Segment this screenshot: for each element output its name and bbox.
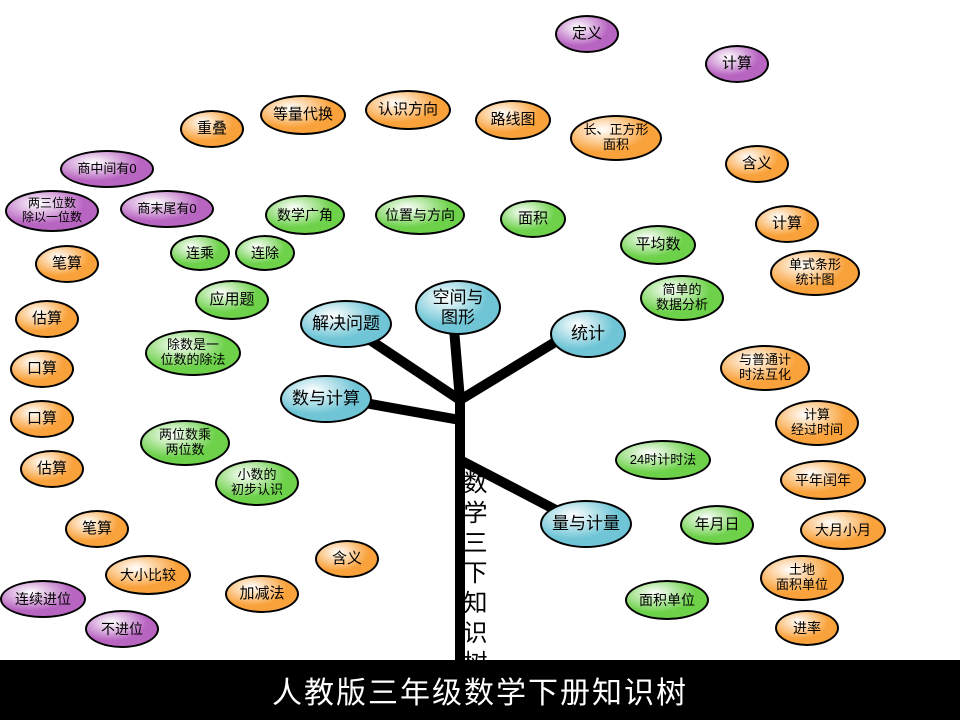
node-p-carry: 连续进位 xyxy=(0,580,86,618)
node-g-simpledata: 简单的 数据分析 xyxy=(640,275,724,321)
footer-title: 人教版三年级数学下册知识树 xyxy=(0,660,960,720)
node-o-equiv: 等量代换 xyxy=(260,95,346,135)
node-o-overlap: 重叠 xyxy=(180,110,244,148)
node-g-mathcorner: 数学广角 xyxy=(265,195,345,235)
node-g-liancheng: 连乘 xyxy=(170,235,230,271)
node-o-calc2: 计算 xyxy=(755,205,819,243)
node-n-solve: 解决问题 xyxy=(300,300,392,348)
node-o-bisuan2: 笔算 xyxy=(65,510,129,548)
node-p-mid0: 商中间有0 xyxy=(60,150,154,188)
node-o-rectarea: 长、正方形 面积 xyxy=(570,115,662,161)
node-o-rate: 进率 xyxy=(775,610,839,646)
node-g-areaunit: 面积单位 xyxy=(625,580,709,620)
node-g-avg: 平均数 xyxy=(620,225,696,265)
node-o-compare: 大小比较 xyxy=(105,555,191,595)
node-g-division: 除数是一 位数的除法 xyxy=(145,330,241,376)
node-p-calc: 计算 xyxy=(705,45,769,83)
node-o-kousuan2: 口算 xyxy=(10,400,74,438)
node-o-gusuan1: 估算 xyxy=(15,300,79,338)
node-g-apply: 应用题 xyxy=(195,280,269,320)
node-p-3div1: 两三位数 除以一位数 xyxy=(5,190,99,232)
node-n-space: 空间与 图形 xyxy=(415,280,501,335)
node-o-recdir: 认识方向 xyxy=(365,90,451,130)
node-o-convert: 与普通计 时法互化 xyxy=(720,345,810,391)
node-g-lianchu: 连除 xyxy=(235,235,295,271)
node-o-meaning1: 含义 xyxy=(725,145,789,183)
node-p-def: 定义 xyxy=(555,15,619,53)
node-n-measure: 量与计量 xyxy=(540,500,632,548)
node-o-elapsed: 计算 经过时间 xyxy=(775,400,859,446)
node-n-stat: 统计 xyxy=(550,310,626,358)
knowledge-tree-diagram: 数学三下知识树 人教版三年级数学下册知识树 数与计算 解决问题空间与 图形统计量与… xyxy=(0,0,960,720)
node-n-num-calc: 数与计算 xyxy=(280,375,372,423)
node-o-leap: 平年闰年 xyxy=(780,460,866,500)
node-o-barchart: 单式条形 统计图 xyxy=(770,250,860,296)
node-o-kousuan1: 口算 xyxy=(10,350,74,388)
node-g-ymd: 年月日 xyxy=(680,505,754,545)
vertical-title: 数学三下知识树 xyxy=(455,470,490,680)
node-o-meaning2: 含义 xyxy=(315,540,379,578)
node-o-addsub: 加减法 xyxy=(225,575,299,613)
node-o-landunit: 土地 面积单位 xyxy=(760,555,844,601)
node-o-bigmonth: 大月小月 xyxy=(800,510,886,550)
node-o-bisuan1: 笔算 xyxy=(35,245,99,283)
node-o-route: 路线图 xyxy=(475,100,551,140)
node-o-gusuan2: 估算 xyxy=(20,450,84,488)
node-g-decimal: 小数的 初步认识 xyxy=(215,460,299,506)
node-g-twodigit: 两位数乘 两位数 xyxy=(140,420,230,466)
node-p-end0: 商末尾有0 xyxy=(120,190,214,228)
node-p-nocarry: 不进位 xyxy=(85,610,159,648)
node-g-area: 面积 xyxy=(500,200,566,238)
node-g-24h: 24时计时法 xyxy=(615,440,711,480)
node-g-posdir: 位置与方向 xyxy=(375,195,465,235)
